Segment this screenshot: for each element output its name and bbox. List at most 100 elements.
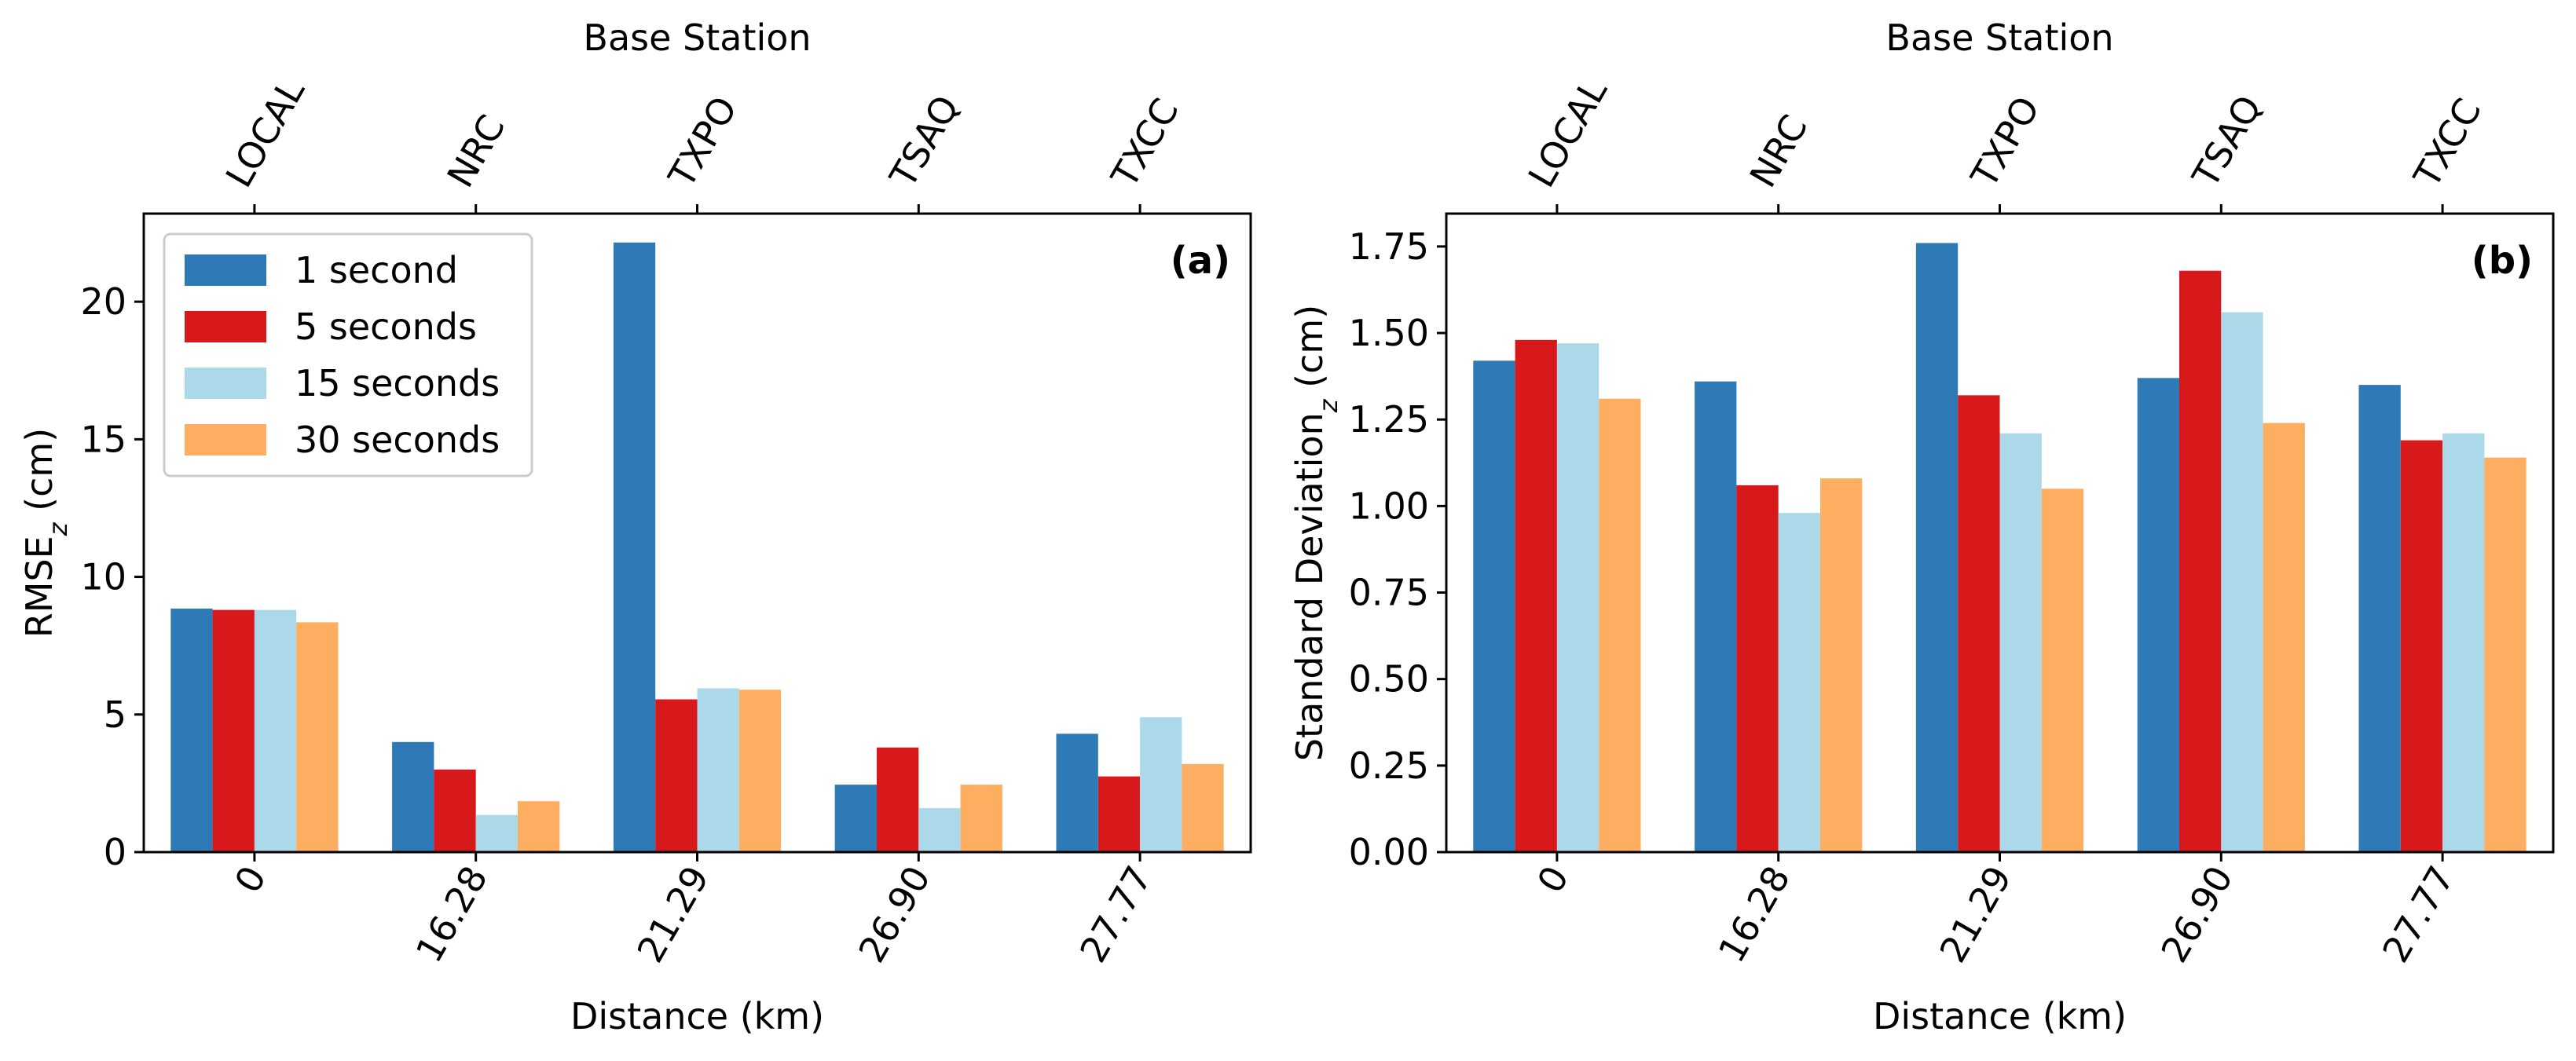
y-tick-label: 1.00 <box>1349 485 1429 527</box>
top-x-tick-label: LOCAL <box>218 71 313 195</box>
bar-1-second-21.29 <box>1915 243 1959 852</box>
bar-1-second-26.90 <box>2137 378 2179 852</box>
x-tick-label: 21.29 <box>1931 859 2020 970</box>
bar-30-seconds-26.90 <box>2263 423 2305 852</box>
bar-5-seconds-0 <box>212 609 255 852</box>
top-x-tick-label: TXPO <box>1962 89 2048 195</box>
top-x-tick-label: NRC <box>1741 108 1816 194</box>
bar-30-seconds-27.77 <box>1182 763 1224 852</box>
y-axis-title-main: Standard Deviation <box>1288 412 1331 761</box>
top-x-tick-label: TXCC <box>1102 91 1187 195</box>
x-tick-label: 0 <box>1529 859 1577 900</box>
bar-5-seconds-26.90 <box>877 747 919 852</box>
y-tick-label: 0.75 <box>1349 572 1429 614</box>
bar-30-seconds-0 <box>1599 398 1641 853</box>
bar-15-seconds-21.29 <box>1999 433 2042 852</box>
bar-1-second-16.28 <box>392 741 434 852</box>
panel-label: (a) <box>1171 239 1230 283</box>
chart-panel-1: 0.00 0.25 0.50 0.75 1.00 1.25 1.50 1.75 0 16.28 21… <box>1288 16 2555 1037</box>
bar-15-seconds-27.77 <box>1140 717 1182 852</box>
top-x-tick-label: TXCC <box>2405 91 2490 195</box>
y-axis-title-subscript: z <box>1314 398 1343 413</box>
y-axis-title-main: RMSE <box>18 536 60 638</box>
bar-5-seconds-27.77 <box>1097 776 1141 852</box>
panel-label: (b) <box>2472 239 2533 283</box>
y-tick-label: 20 <box>80 280 126 323</box>
bar-1-second-0 <box>1473 360 1515 852</box>
legend-label: 15 seconds <box>295 362 500 404</box>
bar-30-seconds-21.29 <box>738 690 782 852</box>
top-x-tick-label: TSAQ <box>881 88 968 195</box>
bar-1-second-26.90 <box>834 785 877 852</box>
bar-15-seconds-0 <box>1556 343 1599 852</box>
bar-15-seconds-26.90 <box>2221 312 2263 853</box>
bar-15-seconds-16.28 <box>1778 513 1820 852</box>
y-axis-title-unit: (cm) <box>18 428 60 523</box>
x-tick-label: 27.77 <box>2374 859 2463 970</box>
x-tick-label: 27.77 <box>1072 859 1160 970</box>
top-x-axis-title: Base Station <box>583 16 811 59</box>
bar-30-seconds-16.28 <box>518 801 560 852</box>
legend-label: 30 seconds <box>295 419 500 461</box>
x-axis-title: Distance (km) <box>1873 995 2127 1037</box>
y-tick-label: 1.50 <box>1349 312 1429 354</box>
chart-panel-0: 0 5 10 15 20 0 16.28 21.29 26.90 27.77 LOCAL NRC TXP… <box>18 16 1252 1037</box>
bar-15-seconds-0 <box>254 609 297 852</box>
x-tick-label: 26.90 <box>850 859 939 970</box>
bar-15-seconds-16.28 <box>475 814 518 852</box>
y-tick-label: 0 <box>104 831 126 873</box>
y-tick-label: 0.50 <box>1349 658 1429 701</box>
bar-30-seconds-27.77 <box>2484 457 2527 852</box>
legend-box <box>163 232 533 477</box>
bar-5-seconds-21.29 <box>655 699 698 852</box>
bar-30-seconds-16.28 <box>1820 478 1863 852</box>
bar-1-second-21.29 <box>613 242 656 852</box>
bar-5-seconds-26.90 <box>2179 270 2222 853</box>
y-tick-label: 1.75 <box>1349 225 1429 268</box>
top-x-tick-label: TXPO <box>660 89 746 195</box>
bar-30-seconds-21.29 <box>2041 488 2084 852</box>
x-tick-label: 16.28 <box>408 859 497 970</box>
y-tick-label: 15 <box>80 418 126 460</box>
bar-1-second-16.28 <box>1695 381 1737 852</box>
legend-swatch-30-seconds <box>185 424 266 455</box>
y-axis-title-subscript: z <box>43 521 73 536</box>
bar-15-seconds-26.90 <box>918 807 961 852</box>
bar-1-second-27.77 <box>1056 734 1098 852</box>
bar-1-second-0 <box>170 608 213 852</box>
legend-swatch-5-seconds <box>185 311 266 342</box>
y-axis-title-unit: (cm) <box>1288 305 1331 400</box>
x-tick-label: 0 <box>226 859 274 900</box>
top-x-tick-label: LOCAL <box>1520 71 1616 195</box>
bar-5-seconds-16.28 <box>1736 485 1779 852</box>
x-tick-label: 16.28 <box>1710 859 1799 970</box>
bar-1-second-27.77 <box>2358 385 2401 852</box>
y-tick-label: 1.25 <box>1349 398 1429 441</box>
y-tick-label: 10 <box>80 556 126 598</box>
bar-15-seconds-27.77 <box>2442 433 2485 852</box>
bar-5-seconds-0 <box>1515 339 1557 852</box>
bar-30-seconds-26.90 <box>960 785 1002 852</box>
y-axis-title: RMSEz (cm) <box>18 428 73 638</box>
y-tick-label: 0.25 <box>1349 745 1429 787</box>
top-x-axis-title: Base Station <box>1885 16 2113 59</box>
legend-label: 1 second <box>295 249 458 291</box>
top-x-tick-label: TSAQ <box>2184 88 2270 195</box>
x-tick-label: 26.90 <box>2153 859 2241 970</box>
bar-5-seconds-16.28 <box>434 769 476 852</box>
bar-5-seconds-21.29 <box>1958 395 2000 853</box>
x-axis-title: Distance (km) <box>570 995 824 1037</box>
legend: 1 second 5 seconds 15 seconds 30 seconds <box>163 232 533 477</box>
legend-swatch-1-second <box>185 254 266 286</box>
legend-swatch-15-seconds <box>185 368 266 399</box>
legend-label: 5 seconds <box>295 305 477 348</box>
y-axis-title: Standard Deviationz (cm) <box>1288 305 1343 761</box>
y-tick-label: 5 <box>104 693 126 736</box>
x-tick-label: 21.29 <box>628 859 717 970</box>
bar-15-seconds-21.29 <box>697 688 739 852</box>
top-x-tick-label: NRC <box>438 108 513 194</box>
y-tick-label: 0.00 <box>1349 831 1429 873</box>
bar-5-seconds-27.77 <box>2400 440 2443 852</box>
bar-30-seconds-0 <box>296 622 339 852</box>
